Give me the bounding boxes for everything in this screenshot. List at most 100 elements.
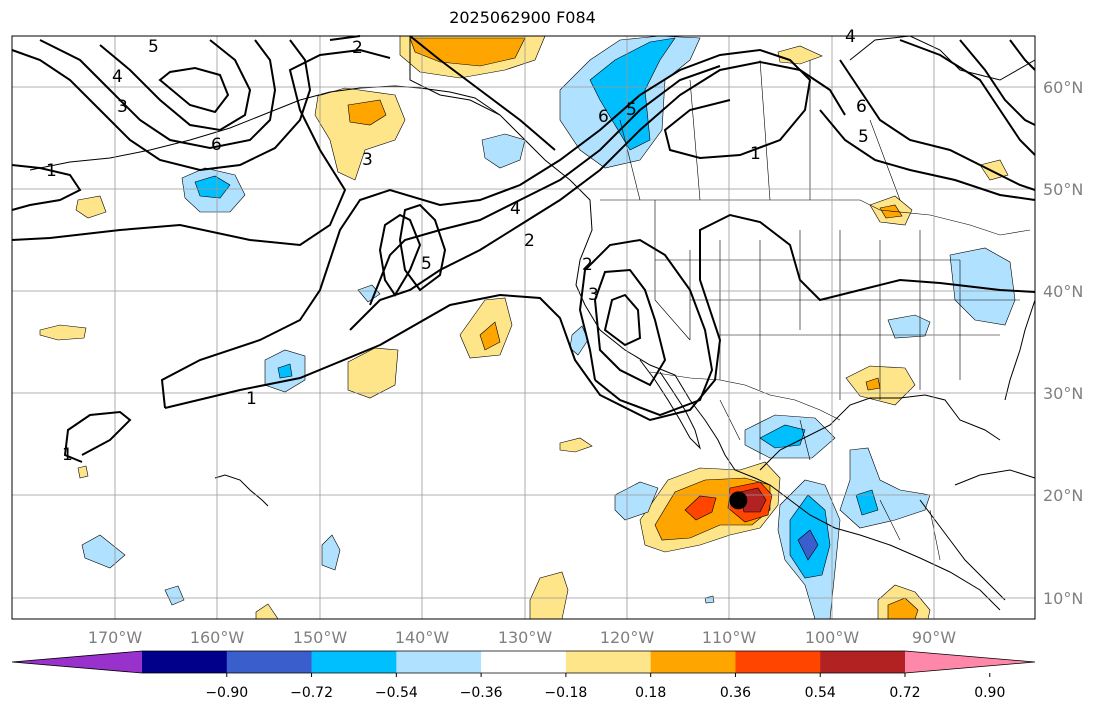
negative-anomaly-area [797,529,819,561]
anomaly-shading [39,35,1016,620]
storm-center-marker [729,491,748,510]
us-canada-border [600,199,1031,236]
colorbar-tick-label: 0.72 [889,685,920,701]
colorbar-cell [820,651,906,673]
contour-label: 6 [598,107,609,127]
aleutians [29,99,301,171]
contour-line [959,39,1036,126]
east-coast [1004,299,1036,401]
contour-line [349,60,846,331]
coastlines [29,35,1036,611]
contour-line [1009,39,1036,71]
lon-tick-label: 90°W [912,628,956,647]
contour-label: 6 [856,97,867,117]
contour-label: 4 [112,67,123,87]
colorbar-cell [396,651,482,673]
colorbar-tick-label: −0.72 [290,685,333,701]
colorbar-cell [735,651,821,673]
contour-label: 1 [62,445,73,465]
us-mexico-border [649,371,841,421]
positive-anomaly-area [75,195,107,219]
negative-anomaly-area [949,247,1016,326]
contour-line [63,410,132,463]
positive-anomaly-area [845,365,916,406]
lat-tick-label: 10°N [1043,589,1083,608]
colorbar-tick-label: −0.18 [544,685,587,701]
contour-line [378,213,422,297]
contour-label: 1 [246,389,257,409]
negative-anomaly-area [614,481,659,521]
colorbar-extend-max [905,651,1035,673]
contour-line [398,203,447,292]
contour-line [11,48,391,247]
colorbar-cells [11,650,1036,674]
contour-line [164,213,1036,422]
hudson-bay [849,35,1036,81]
contour-labels: 1 1 1 1 2 2 2 3 3 3 4 4 4 5 5 5 5 6 6 6 [46,27,869,465]
north-america-coastline [409,36,1001,611]
contour-label: 5 [626,100,637,120]
contour-line [160,48,812,409]
map-frame [11,35,1036,620]
lon-tick-label: 110°W [702,628,757,647]
colorbar-tick-labels: −0.90 −0.72 −0.54 −0.36 −0.18 0.18 0.36 0.54 0.7… [205,673,1005,701]
colorbar-cell [311,651,397,673]
positive-anomaly-area [559,437,593,453]
colorbar-tick-label: 0.90 [974,685,1005,701]
contour-label: 5 [421,254,432,274]
contour-line [593,268,667,387]
colorbar-tick-label: −0.90 [205,685,248,701]
map-title: 2025062900 F084 [449,8,596,27]
cuba [954,469,1036,486]
colorbar-tick-label: 0.18 [635,685,666,701]
colorbar-tick-label: 0.54 [805,685,836,701]
longitude-tick-labels: 170°W 160°W 150°W 140°W 130°W 120°W 110°… [88,628,956,647]
contour-label: 6 [211,135,222,155]
contour-label: 1 [46,161,57,181]
contour-line [819,109,1036,201]
negative-anomaly-area [194,175,231,199]
hawaii [214,474,269,507]
lon-tick-label: 160°W [190,628,245,647]
colorbar-tick-label: 0.36 [720,685,751,701]
lat-tick-label: 20°N [1043,486,1083,505]
colorbar-tick-label: −0.36 [460,685,503,701]
contour-label: 2 [524,231,535,251]
lat-tick-label: 50°N [1043,180,1083,199]
contour-label: 4 [845,27,856,47]
colorbar-cell [226,651,313,673]
contour-line [578,238,714,417]
contour-label: 3 [117,97,128,117]
contour-line [39,39,277,150]
contour-label: 5 [148,37,159,57]
colorbar-cell [565,651,652,673]
contour-line [11,39,312,172]
gulf-coast [759,394,1001,471]
gridlines [12,36,1035,619]
contour-label: 1 [750,144,761,164]
positive-anomaly-area [684,495,717,521]
contour-line [603,293,642,347]
contour-lines [11,35,1036,463]
contour-line [839,59,1036,191]
negative-anomaly-area [759,424,806,449]
positive-anomaly-area [459,297,513,359]
lat-tick-label: 40°N [1043,282,1083,301]
contour-label: 2 [352,38,363,58]
contour-line [158,66,230,114]
lon-tick-label: 140°W [395,628,450,647]
lat-tick-label: 60°N [1043,78,1083,97]
contour-label: 3 [362,150,373,170]
negative-anomaly-area [321,534,341,571]
negative-anomaly-area [81,534,126,569]
lon-tick-label: 130°W [498,628,553,647]
contour-line [369,65,721,306]
negative-anomaly-area [481,133,526,169]
negative-anomaly-area [277,363,293,379]
positive-anomaly-area [739,487,767,513]
positive-anomaly-area [879,204,903,219]
mexico-states [719,399,941,561]
colorbar-tick-label: −0.54 [375,685,418,701]
colorbar-extend-min [12,651,142,673]
